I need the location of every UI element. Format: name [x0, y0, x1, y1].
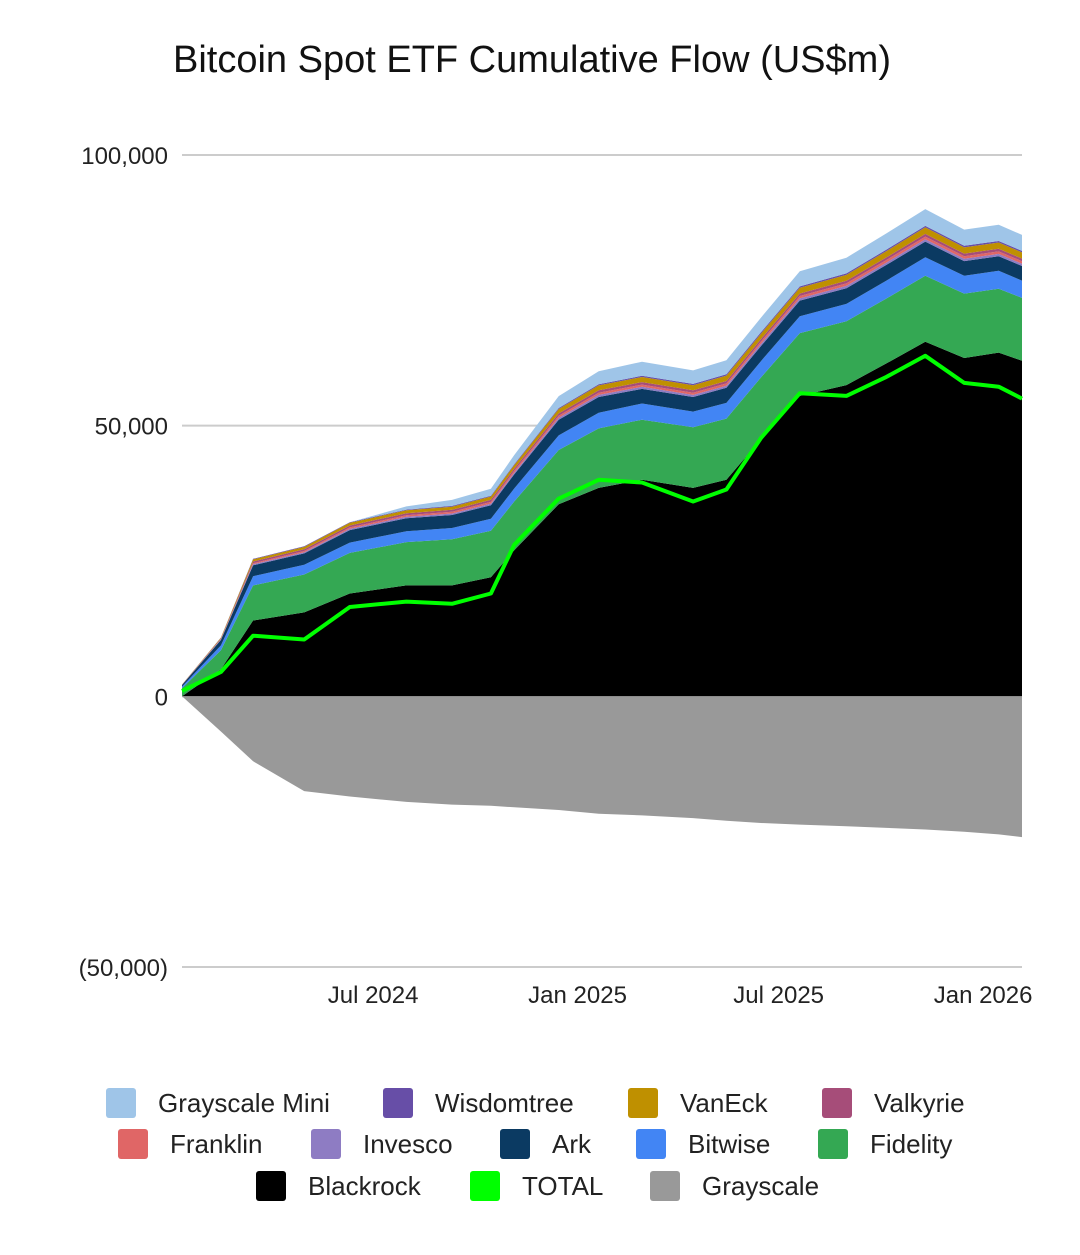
legend-item-grayscale-mini: Grayscale Mini	[106, 1088, 330, 1118]
y-tick-label: 100,000	[81, 143, 168, 170]
legend-label: Bitwise	[688, 1129, 770, 1159]
total-line-layer	[181, 353, 1023, 693]
legend-swatch	[818, 1129, 848, 1159]
legend-item-invesco: Invesco	[311, 1129, 453, 1159]
legend-label: Valkyrie	[874, 1088, 965, 1118]
legend-swatch	[256, 1171, 286, 1201]
y-tick-label: 0	[155, 684, 168, 711]
legend-label: Wisdomtree	[435, 1088, 574, 1118]
legend-label: VanEck	[680, 1088, 769, 1118]
legend-swatch	[636, 1129, 666, 1159]
legend-label: Fidelity	[870, 1129, 952, 1159]
legend-item-franklin: Franklin	[118, 1129, 262, 1159]
legend-swatch	[500, 1129, 530, 1159]
x-tick-label: Jul 2024	[328, 982, 419, 1009]
area-blackrock	[182, 341, 1022, 697]
x-tick-label: Jan 2025	[528, 982, 627, 1009]
legend-swatch	[383, 1088, 413, 1118]
legend-item-grayscale: Grayscale	[650, 1171, 819, 1201]
legend-label: Blackrock	[308, 1171, 422, 1201]
legend-item-blackrock: Blackrock	[256, 1171, 422, 1201]
legend-item-total: TOTAL	[470, 1171, 603, 1201]
legend-label: TOTAL	[522, 1171, 603, 1201]
legend-swatch	[628, 1088, 658, 1118]
legend-item-valkyrie: Valkyrie	[822, 1088, 965, 1118]
legend-swatch	[822, 1088, 852, 1118]
x-tick-label: Jan 2026	[934, 982, 1033, 1009]
legend: Grayscale Mini Wisdomtree VanEck Valkyrie Fr…	[106, 1088, 965, 1201]
legend-item-bitwise: Bitwise	[636, 1129, 770, 1159]
legend-label: Grayscale	[702, 1171, 819, 1201]
legend-swatch	[118, 1129, 148, 1159]
legend-label: Grayscale Mini	[158, 1088, 330, 1118]
area-fidelity	[182, 275, 1022, 697]
legend-swatch	[311, 1129, 341, 1159]
legend-item-fidelity: Fidelity	[818, 1129, 952, 1159]
x-axis-ticks: Jul 2024 Jan 2025 Jul 2025 Jan 2026	[328, 982, 1033, 1009]
legend-label: Ark	[552, 1129, 592, 1159]
chart-title: Bitcoin Spot ETF Cumulative Flow (US$m)	[173, 39, 891, 81]
total-line	[181, 353, 1023, 693]
x-tick-label: Jul 2025	[733, 982, 824, 1009]
legend-label: Invesco	[363, 1129, 453, 1159]
y-axis-ticks: 100,000 50,000 0 (50,000)	[79, 143, 168, 982]
legend-swatch	[650, 1171, 680, 1201]
area-grayscale	[182, 696, 1022, 838]
y-tick-label: (50,000)	[79, 955, 168, 982]
stacked-areas	[182, 209, 1022, 838]
legend-item-vaneck: VanEck	[628, 1088, 769, 1118]
y-tick-label: 50,000	[95, 414, 168, 441]
legend-item-wisdomtree: Wisdomtree	[383, 1088, 574, 1118]
legend-item-ark: Ark	[500, 1129, 592, 1159]
legend-swatch	[470, 1171, 500, 1201]
legend-swatch	[106, 1088, 136, 1118]
legend-label: Franklin	[170, 1129, 262, 1159]
